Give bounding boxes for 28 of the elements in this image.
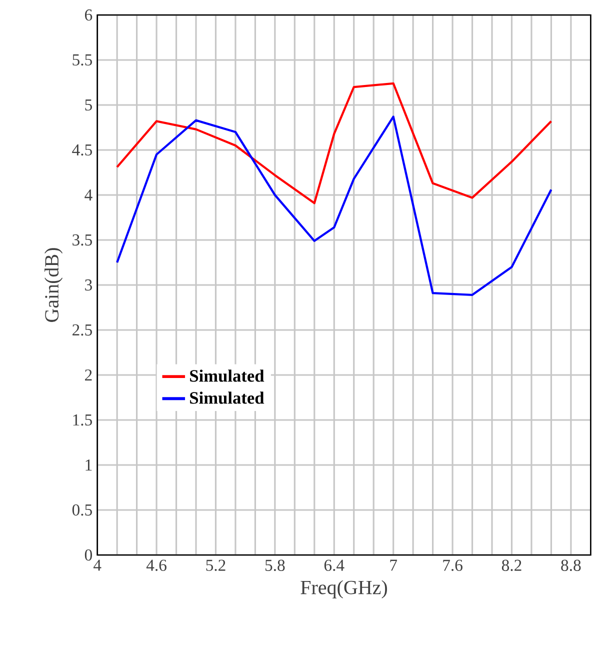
y-tick-label: 1 [86,460,92,470]
x-tick-label: 5.2 [206,560,226,571]
y-tick-label: 5 [85,99,92,111]
y-tick-label: 2.5 [72,324,92,336]
y-tick-label: 0 [84,549,92,561]
x-axis-title: Freq(GHz) [300,580,387,598]
x-tick-label: 7.6 [443,560,462,571]
y-tick-label: 3.5 [72,234,92,246]
y-tick-label: 3 [85,279,92,291]
y-tick-label: 0.5 [72,504,92,516]
x-tick-label: 8.8 [561,560,581,572]
x-tick-label: 4 [94,560,102,571]
x-tick-label: 6.4 [324,560,344,571]
y-tick-label: 6 [85,9,92,21]
y-tick-label: 2 [85,369,92,381]
y-tick-label: 1.5 [73,414,92,426]
x-tick-label: 5.8 [265,560,285,572]
x-tick-label: 7 [390,560,398,571]
legend-label: Simulated [190,392,264,404]
x-tick-label: 8.2 [502,560,522,572]
x-tick-label: 4.6 [146,560,166,571]
y-tick-label: 5.5 [72,54,92,66]
line-series [116,116,552,296]
y-axis-title: Gain(dB) [44,248,63,322]
line-series [116,82,552,204]
y-tick-label: 4 [84,190,92,200]
y-tick-label: 4.5 [72,144,92,156]
legend-label: Simulated [190,370,264,382]
